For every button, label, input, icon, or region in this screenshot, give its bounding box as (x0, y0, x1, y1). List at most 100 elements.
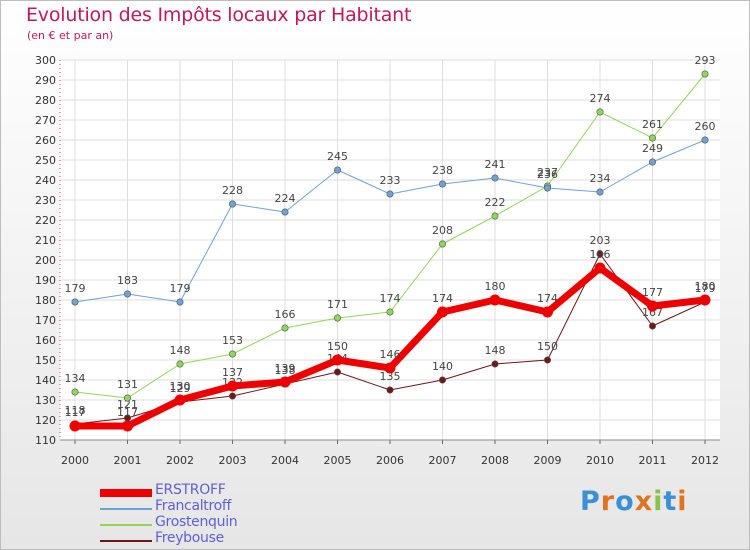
x-tick-label: 2012 (691, 454, 719, 467)
data-point-francaltroff (701, 136, 709, 144)
data-label-francaltroff: 236 (537, 168, 558, 181)
chart-subtitle: (en € et par an) (27, 29, 114, 42)
data-point-erstroff (122, 420, 133, 432)
x-tick-label: 2009 (534, 454, 562, 467)
x-tick-label: 2008 (481, 454, 509, 467)
y-tick-label: 220 (35, 214, 56, 227)
data-label-francaltroff: 234 (590, 172, 611, 185)
x-tick-label: 2007 (429, 454, 457, 467)
logo-letter: o (615, 486, 635, 517)
data-label-erstroff: 180 (485, 280, 506, 293)
proxiti-logo: Proxiti (580, 486, 688, 517)
data-point-grostenquin (124, 394, 132, 402)
data-label-francaltroff: 179 (65, 282, 86, 295)
data-point-francaltroff (124, 290, 132, 298)
y-tick-label: 110 (35, 434, 56, 447)
data-label-grostenquin: 134 (65, 372, 86, 385)
x-tick-label: 2005 (324, 454, 352, 467)
data-label-freybouse: 140 (432, 360, 453, 373)
y-tick-label: 140 (35, 374, 56, 387)
y-tick-label: 250 (35, 154, 56, 167)
logo-letter: i (653, 486, 664, 517)
x-tick-label: 2011 (639, 454, 667, 467)
data-label-erstroff: 146 (380, 348, 401, 361)
data-point-francaltroff (596, 188, 604, 196)
data-label-erstroff: 117 (117, 406, 138, 419)
data-label-freybouse: 129 (170, 382, 191, 395)
data-point-grostenquin (281, 324, 289, 332)
y-tick-label: 210 (35, 234, 56, 247)
data-label-erstroff: 196 (590, 248, 611, 261)
data-label-grostenquin: 166 (275, 308, 296, 321)
data-label-freybouse: 179 (695, 282, 716, 295)
logo-letter: P (580, 486, 601, 517)
y-tick-label: 260 (35, 134, 56, 147)
y-tick-label: 280 (35, 94, 56, 107)
legend-label-erstroff: ERSTROFF (155, 482, 226, 498)
data-label-grostenquin: 293 (695, 54, 716, 67)
x-tick-label: 2000 (61, 454, 89, 467)
data-point-francaltroff (333, 166, 341, 174)
data-label-francaltroff: 241 (485, 158, 506, 171)
y-tick-label: 270 (35, 114, 56, 127)
data-point-francaltroff (491, 174, 499, 182)
legend-swatch-erstroff (100, 489, 152, 497)
data-point-grostenquin (596, 108, 604, 116)
data-point-francaltroff (543, 184, 551, 192)
data-point-erstroff (489, 294, 501, 306)
data-point-freybouse (648, 322, 656, 330)
data-point-freybouse (333, 368, 341, 376)
data-point-francaltroff (229, 200, 237, 208)
data-point-erstroff (332, 354, 343, 366)
data-label-erstroff: 150 (327, 340, 348, 353)
legend-label-freybouse: Freybouse (155, 530, 224, 546)
data-point-grostenquin (648, 134, 656, 142)
data-label-francaltroff: 238 (432, 164, 453, 177)
data-point-grostenquin (701, 70, 709, 78)
data-point-erstroff (542, 306, 553, 318)
data-label-erstroff: 174 (432, 292, 453, 305)
data-label-francaltroff: 233 (380, 174, 401, 187)
data-label-erstroff: 180 (695, 280, 716, 293)
data-label-freybouse: 150 (537, 340, 558, 353)
data-point-grostenquin (333, 314, 341, 322)
data-point-freybouse (491, 360, 499, 368)
data-point-francaltroff (71, 298, 79, 306)
data-point-francaltroff (281, 208, 289, 216)
data-label-erstroff: 177 (642, 286, 663, 299)
data-point-francaltroff (648, 158, 656, 166)
data-point-freybouse (438, 376, 446, 384)
data-label-grostenquin: 171 (327, 298, 348, 311)
y-tick-label: 190 (35, 274, 56, 287)
data-label-freybouse: 203 (590, 234, 611, 247)
legend-label-grostenquin: Grostenquin (155, 514, 238, 530)
logo-letter: r (600, 486, 616, 517)
data-point-erstroff (227, 380, 238, 392)
x-tick-label: 2003 (219, 454, 247, 467)
data-label-freybouse: 148 (485, 344, 506, 357)
data-point-erstroff (174, 394, 186, 406)
y-tick-label: 120 (35, 414, 56, 427)
data-point-grostenquin (491, 212, 499, 220)
y-tick-label: 130 (35, 394, 56, 407)
y-tick-label: 300 (35, 54, 56, 67)
data-point-erstroff (69, 420, 81, 432)
data-label-francaltroff: 183 (117, 274, 138, 287)
data-point-erstroff (384, 362, 396, 374)
data-point-erstroff (699, 294, 711, 306)
logo-letter: t (663, 486, 678, 517)
data-point-francaltroff (386, 190, 394, 198)
data-point-freybouse (596, 250, 604, 258)
data-label-francaltroff: 249 (642, 142, 663, 155)
data-label-grostenquin: 131 (117, 378, 138, 391)
y-tick-label: 290 (35, 74, 56, 87)
y-tick-label: 230 (35, 194, 56, 207)
y-tick-label: 240 (35, 174, 56, 187)
x-tick-label: 2010 (586, 454, 614, 467)
chart-title: Evolution des Impôts locaux par Habitant (26, 4, 412, 26)
data-label-francaltroff: 228 (222, 184, 243, 197)
data-label-francaltroff: 260 (695, 120, 716, 133)
data-label-grostenquin: 153 (222, 334, 243, 347)
x-tick-label: 2001 (114, 454, 142, 467)
data-point-grostenquin (438, 240, 446, 248)
